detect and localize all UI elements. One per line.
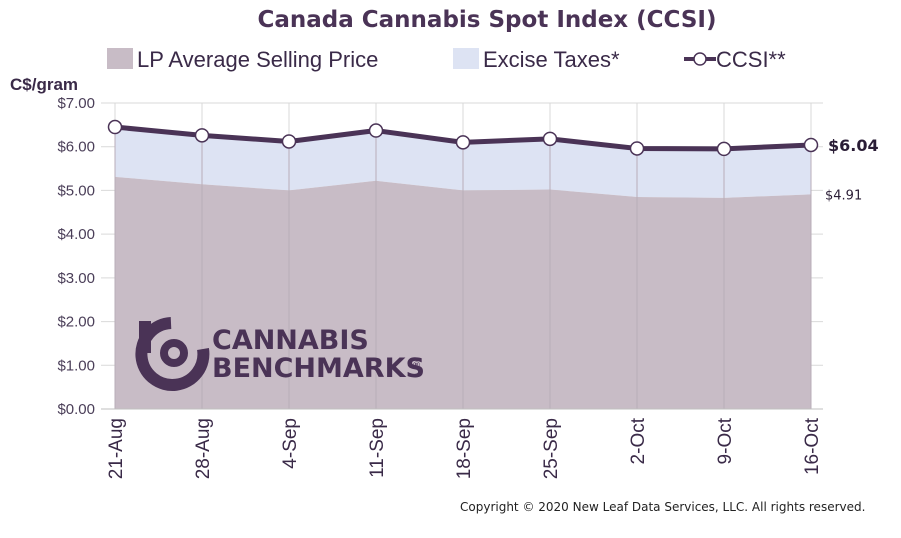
legend-label-ccsi: CCSI**: [716, 47, 786, 72]
ccsi-point: [281, 134, 297, 149]
legend-label-tax: Excise Taxes*: [483, 47, 620, 72]
y-tick-label: $0.00: [57, 401, 95, 418]
ccsi-point: [629, 141, 645, 156]
end-label-ccsi: $6.04: [828, 136, 879, 155]
x-tick-label: 28-Aug: [193, 418, 214, 479]
y-axis-ticks: $0.00 $1.00 $2.00 $3.00 $4.00 $5.00 $6.00 $7.00: [57, 95, 95, 418]
ccsi-point: [455, 135, 471, 150]
ccsi-point: [716, 141, 732, 157]
area-series: [101, 127, 823, 410]
x-tick-label: 21-Aug: [106, 418, 127, 479]
x-tick-label: 4-Sep: [280, 418, 301, 469]
x-tick-label: 2-Oct: [628, 417, 649, 464]
x-tick-label: 16-Oct: [802, 417, 823, 475]
y-tick-label: $1.00: [57, 357, 95, 374]
logo-line2: BENCHMARKS: [212, 353, 425, 384]
legend-marker-ccsi: [693, 52, 707, 66]
x-tick-label: 11-Sep: [367, 418, 388, 478]
x-tick-label: 18-Sep: [454, 418, 475, 479]
logo-registered-mark: ®: [412, 361, 421, 371]
chart-title: Canada Cannabis Spot Index (CCSI): [257, 7, 716, 33]
legend: LP Average Selling Price Excise Taxes* C…: [107, 47, 786, 72]
ccsi-series: [107, 119, 819, 157]
y-tick-label: $4.00: [57, 226, 95, 243]
legend-label-lp: LP Average Selling Price: [137, 47, 378, 72]
ccsi-point: [368, 123, 384, 138]
logo-line1: CANNABIS: [212, 325, 369, 356]
x-tick-label: 9-Oct: [715, 417, 736, 464]
ccsi-point: [803, 137, 819, 153]
y-tick-label: $7.00: [57, 95, 95, 112]
x-tick-label: 25-Sep: [541, 418, 562, 479]
end-label-lp: $4.91: [825, 188, 862, 203]
x-axis-ticks: 21-Aug 28-Aug 4-Sep 11-Sep 18-Sep 25-Sep 2-Oct…: [106, 417, 823, 479]
y-tick-label: $3.00: [57, 270, 95, 287]
cannabis-benchmarks-logo: CANNABIS BENCHMARKS ®: [135, 317, 425, 391]
ccsi-point: [107, 119, 123, 135]
legend-swatch-lp: [107, 48, 133, 69]
y-tick-label: $6.00: [57, 139, 95, 156]
ccsi-point: [542, 131, 558, 147]
copyright-notice: Copyright © 2020 New Leaf Data Services,…: [460, 500, 865, 514]
y-tick-label: $2.00: [57, 314, 95, 331]
y-axis-label: C$/gram: [10, 75, 78, 94]
ccsi-point: [194, 128, 210, 143]
logo-mark-icon: [135, 317, 210, 391]
legend-swatch-tax: [453, 48, 479, 69]
y-tick-label: $5.00: [57, 182, 95, 199]
